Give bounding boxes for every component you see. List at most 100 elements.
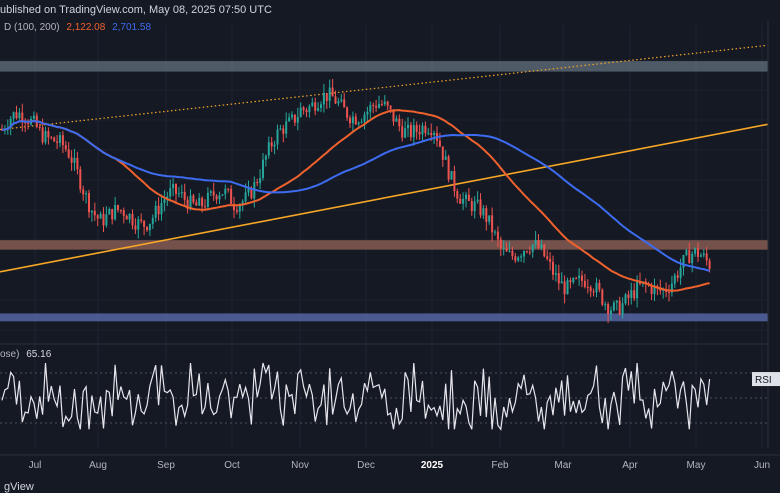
candle-body	[453, 171, 456, 192]
candle-body	[305, 110, 308, 113]
candle-body	[146, 226, 148, 231]
candle-body	[598, 282, 601, 290]
candle-body	[412, 125, 415, 138]
candle-body	[697, 248, 699, 257]
candle-body	[465, 194, 467, 199]
candle-body	[186, 199, 189, 210]
candle-body	[79, 169, 82, 190]
x-axis-tick-label: Nov	[291, 460, 309, 470]
candle-body	[401, 126, 404, 138]
candle-body	[525, 251, 528, 253]
x-axis-tick-label: Sep	[157, 460, 175, 470]
candle-body	[546, 256, 549, 259]
candle-body	[407, 124, 409, 129]
candle-body	[93, 210, 96, 216]
candle-body	[195, 202, 198, 206]
candle-body	[137, 219, 140, 230]
candle-body	[337, 101, 340, 104]
candle-body	[415, 125, 418, 132]
candle-body	[131, 213, 134, 226]
candle-body	[122, 210, 125, 216]
candle-body	[685, 250, 688, 256]
candle-body	[140, 219, 143, 221]
candle-body	[566, 280, 569, 295]
rsi-legend-value: 65.16	[26, 349, 52, 360]
candle-body	[650, 285, 653, 295]
candle-body	[485, 208, 488, 222]
candle-body	[27, 123, 30, 125]
candle-body	[61, 135, 64, 146]
x-axis-tick-label: Aug	[89, 460, 107, 470]
candle-body	[688, 250, 691, 264]
candle-body	[351, 116, 354, 124]
candle-body	[395, 118, 398, 122]
mid-resistance-zone	[0, 240, 768, 250]
candle-body	[12, 112, 15, 119]
candle-body	[386, 101, 389, 106]
candle-body	[180, 192, 183, 194]
candle-body	[496, 231, 499, 240]
candle-body	[676, 275, 679, 278]
price-zones	[0, 61, 768, 322]
candle-body	[424, 125, 427, 134]
candle-body	[537, 240, 540, 248]
candle-body	[314, 102, 317, 111]
candle-body	[262, 159, 264, 178]
candle-body	[41, 127, 44, 143]
candle-body	[612, 302, 615, 311]
candle-body	[366, 111, 369, 115]
candle-body	[552, 261, 554, 275]
candle-body	[520, 256, 523, 258]
candle-body	[288, 117, 291, 122]
candle-body	[218, 195, 221, 200]
candle-body	[702, 253, 705, 256]
candle-body	[82, 189, 85, 195]
candle-body	[111, 208, 114, 220]
candle-body	[517, 257, 520, 261]
candle-body	[128, 213, 131, 220]
candle-body	[375, 105, 378, 108]
candle-body	[259, 177, 262, 184]
rsi-tag-box	[752, 372, 780, 387]
candle-body	[447, 156, 450, 180]
candle-body	[90, 210, 93, 213]
candle-body	[589, 287, 592, 292]
candle-body	[47, 131, 50, 138]
x-axis-tick-label: Apr	[622, 460, 638, 470]
x-axis-tick-label: 2025	[421, 460, 444, 470]
candle-body	[508, 250, 511, 252]
candle-body	[621, 303, 624, 315]
candle-body	[117, 205, 119, 211]
top-resistance-zone	[0, 61, 768, 72]
x-axis-tick-label: Mar	[554, 460, 572, 470]
ma200-line	[1, 119, 710, 272]
candle-body	[668, 292, 670, 294]
candle-body	[459, 198, 462, 204]
candle-body	[177, 193, 180, 195]
candle-body	[627, 294, 630, 298]
candle-body	[247, 188, 250, 193]
x-axis-tick-label: Jul	[29, 460, 42, 470]
candle-body	[160, 203, 163, 215]
candle-body	[206, 192, 209, 207]
candle-body	[392, 109, 395, 122]
candle-body	[279, 128, 282, 130]
candle-body	[398, 118, 401, 127]
candle-body	[114, 205, 117, 220]
candle-body	[192, 195, 195, 203]
x-axis-tick-label: Jun	[754, 460, 770, 470]
published-caption: ublished on TradingView.com, May 08, 202…	[0, 4, 272, 16]
candle-body	[166, 196, 169, 200]
candle-body	[291, 114, 293, 118]
candle-body	[67, 149, 70, 158]
candle-body	[488, 215, 491, 222]
ma-legend-label: D (100, 200)	[4, 22, 60, 33]
candle-body	[325, 92, 328, 101]
ma100-value: 2,122.08	[66, 22, 106, 33]
candle-body	[198, 197, 201, 206]
candle-body	[224, 188, 227, 195]
candle-body	[270, 142, 273, 147]
candle-body	[85, 193, 88, 195]
candle-body	[96, 215, 99, 219]
candle-body	[441, 146, 444, 160]
